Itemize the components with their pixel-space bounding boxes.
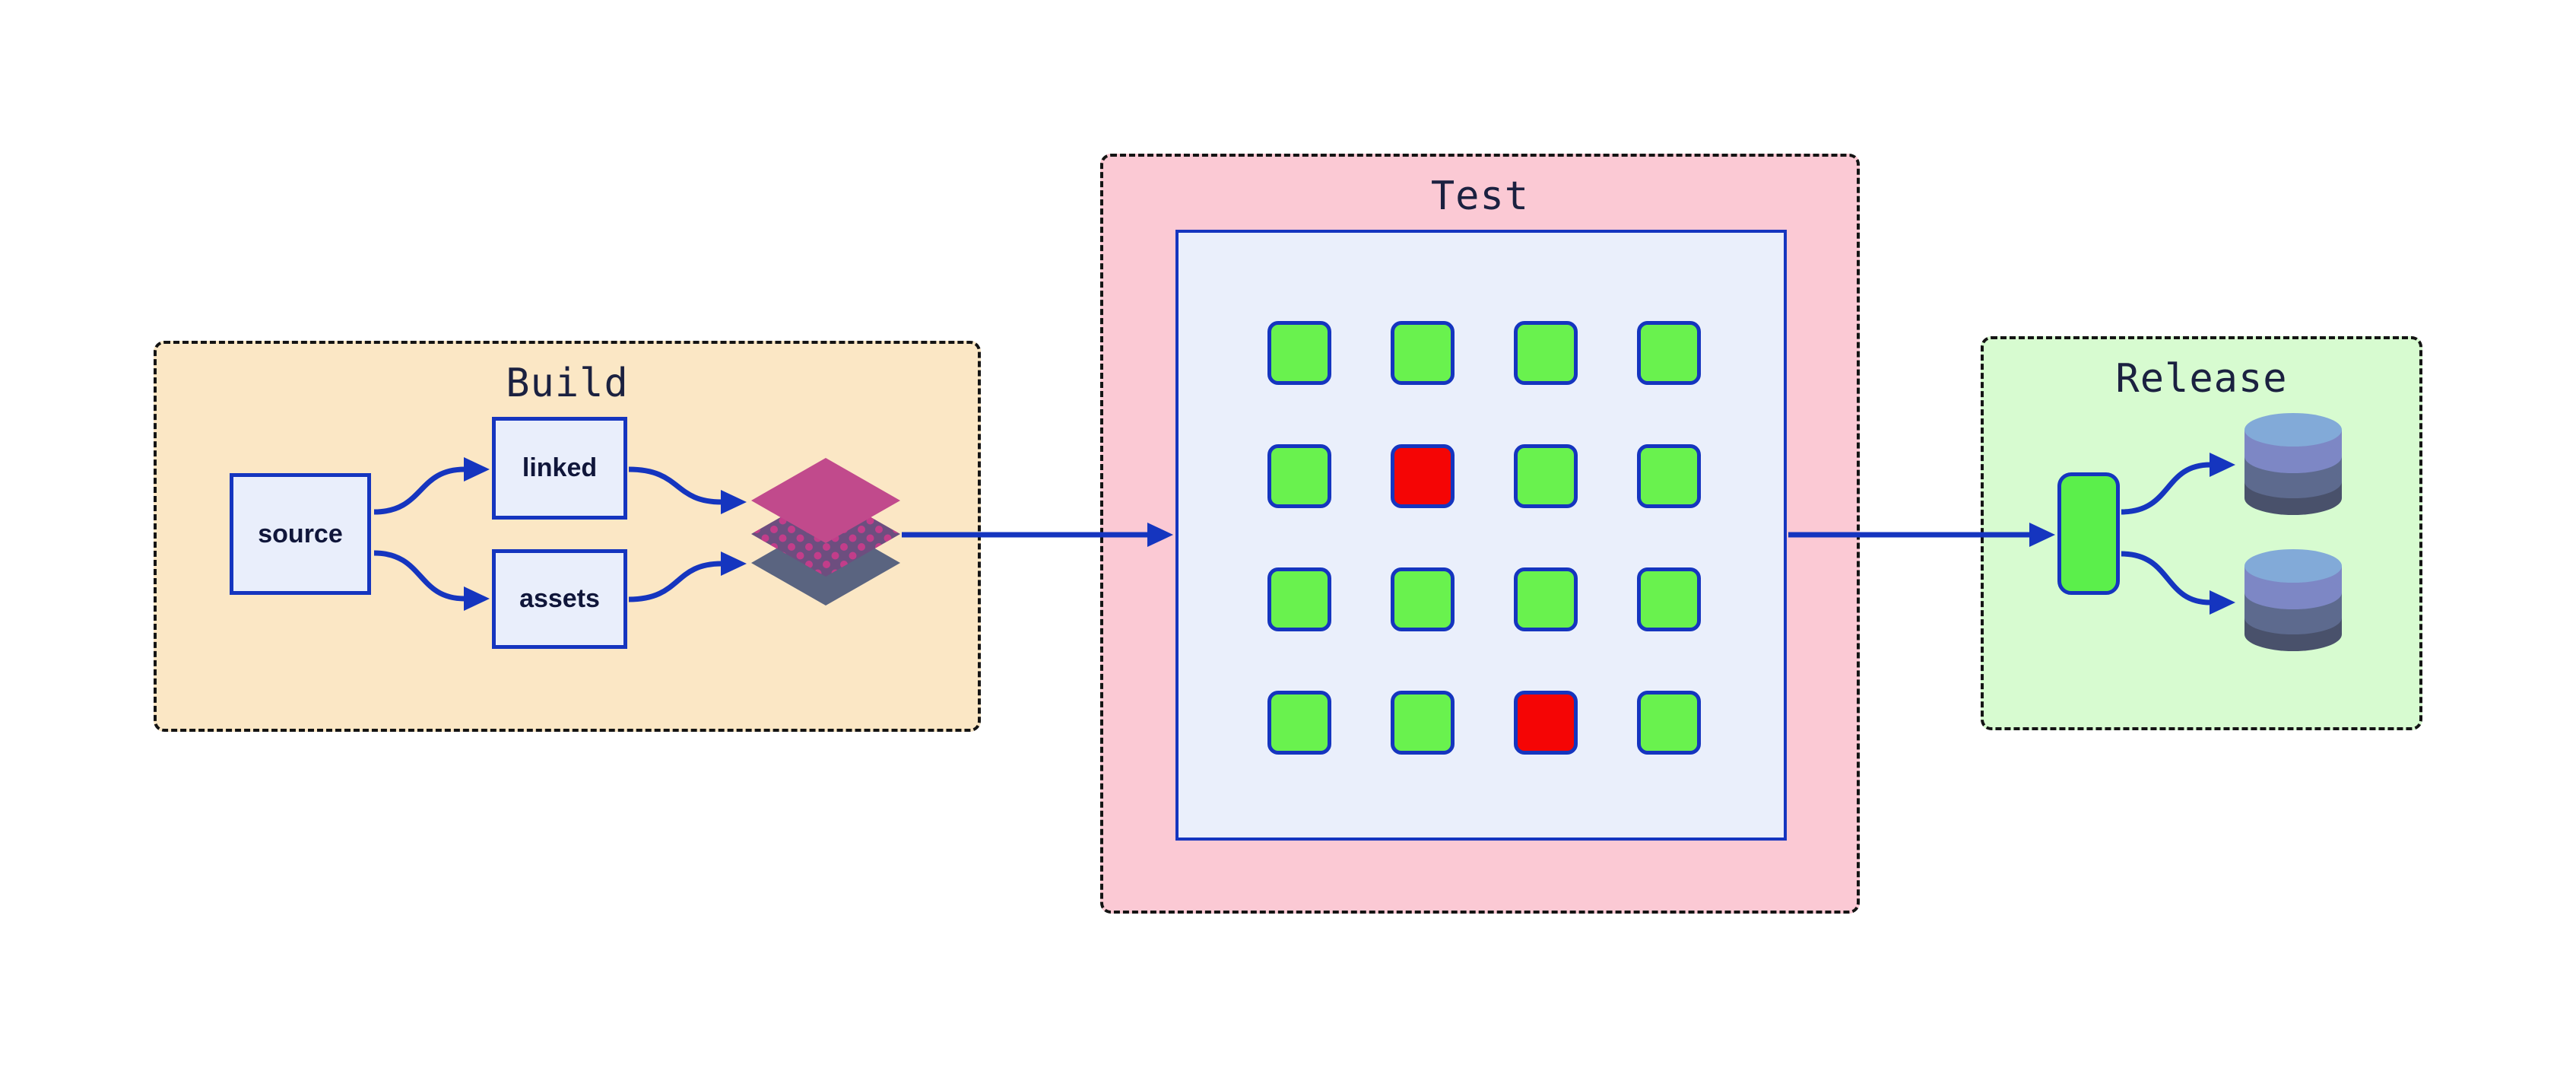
test-cell-fail [1391,444,1455,508]
test-matrix-panel [1175,230,1787,841]
package-icon [2057,472,2120,595]
node-source: source [230,473,371,595]
test-cell-pass [1267,567,1331,631]
test-cell-pass [1391,321,1455,385]
node-source-label: source [258,519,343,548]
node-linked-label: linked [522,453,598,482]
stage-release: Release [1981,336,2422,730]
node-assets: assets [492,549,627,649]
release-title: Release [2115,356,2288,402]
test-cell-pass [1267,321,1331,385]
test-title: Test [1430,173,1530,219]
test-cell-pass [1637,321,1701,385]
test-cell-fail [1514,691,1578,755]
test-cell-pass [1637,691,1701,755]
test-cell-pass [1267,444,1331,508]
test-cell-pass [1514,444,1578,508]
node-linked: linked [492,417,627,520]
test-cell-pass [1391,567,1455,631]
test-cell-pass [1637,567,1701,631]
build-title: Build [506,361,629,406]
test-cell-pass [1267,691,1331,755]
test-cell-pass [1637,444,1701,508]
node-assets-label: assets [519,584,600,613]
test-cell-pass [1514,567,1578,631]
test-cell-pass [1514,321,1578,385]
test-cell-pass [1391,691,1455,755]
